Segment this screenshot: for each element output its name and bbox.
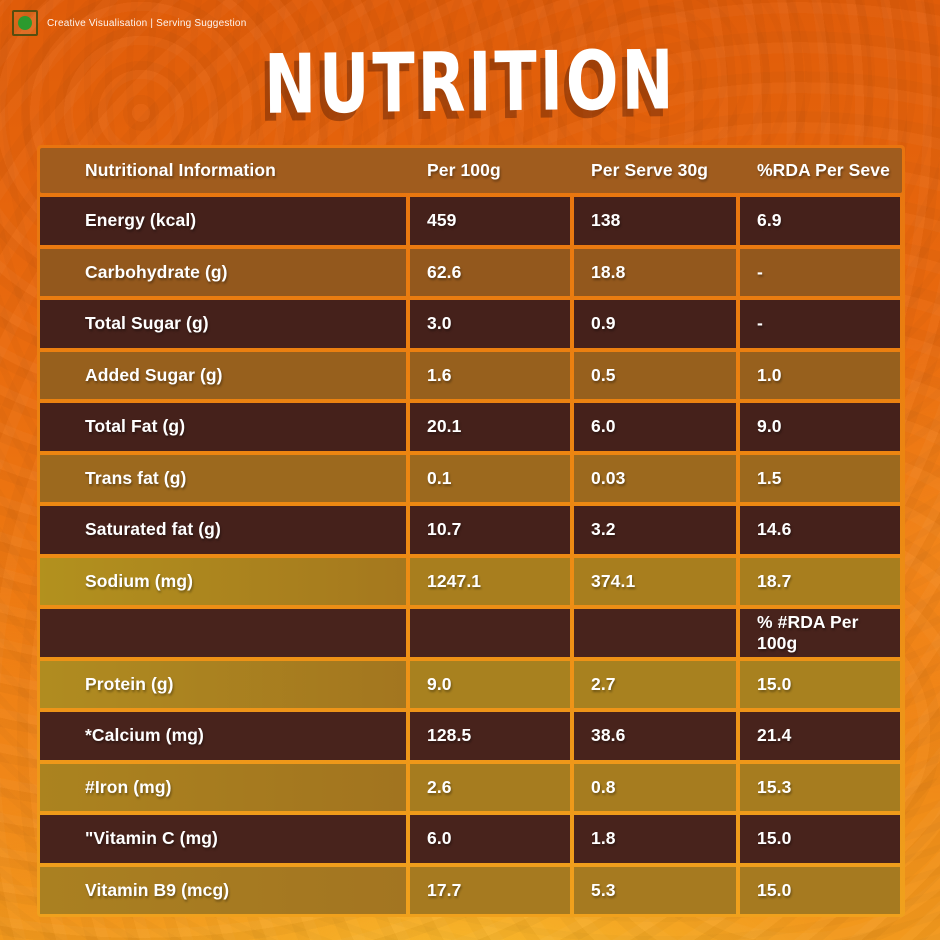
value-per-100g: 0.1 — [410, 454, 570, 502]
value-rda: 15.0 — [740, 815, 900, 863]
value-per-serve-30g: 138 — [574, 197, 736, 245]
table-row-saturated-fat: Saturated fat (g) 10.7 3.2 14.6 — [40, 506, 902, 554]
row-label: Sodium (mg) — [40, 557, 406, 605]
table-row-total-sugar: Total Sugar (g) 3.0 0.9 - — [40, 300, 902, 348]
credit-text: Creative Visualisation | Serving Suggest… — [47, 17, 247, 29]
row-label: Saturated fat (g) — [40, 506, 406, 554]
value-per-serve-30g: 18.8 — [574, 248, 736, 296]
value-rda: 9.0 — [740, 403, 900, 451]
row-label: Energy (kcal) — [40, 197, 406, 245]
value-rda: 15.0 — [740, 866, 900, 914]
table-row-iron: #Iron (mg) 2.6 0.8 15.3 — [40, 763, 902, 811]
header-per-100g: Per 100g — [427, 160, 501, 180]
row-label: Carbohydrate (g) — [40, 248, 406, 296]
row-label: Added Sugar (g) — [40, 351, 406, 399]
value-per-serve-30g: 5.3 — [574, 866, 736, 914]
row-label — [40, 609, 406, 657]
credit-note: Creative Visualisation | Serving Suggest… — [12, 10, 246, 36]
value-per-serve-30g: 1.8 — [574, 815, 736, 863]
value-per-100g: 6.0 — [410, 815, 570, 863]
value-rda: - — [740, 300, 900, 348]
row-label: "Vitamin C (mg) — [40, 815, 406, 863]
header-rda-per-serve: %RDA Per Seve — [757, 160, 890, 180]
value-per-100g: 10.7 — [410, 506, 570, 554]
table-row-added-sugar: Added Sugar (g) 1.6 0.5 1.0 — [40, 351, 902, 399]
row-label: #Iron (mg) — [40, 763, 406, 811]
table-row-vitamin-b9: Vitamin B9 (mcg) 17.7 5.3 15.0 — [40, 866, 902, 914]
row-label: Total Sugar (g) — [40, 300, 406, 348]
value-rda: 15.0 — [740, 660, 900, 708]
value-per-100g — [410, 609, 570, 657]
value-per-serve-30g — [574, 609, 736, 657]
table-row-sodium: Sodium (mg) 1247.1 374.1 18.7 — [40, 557, 902, 605]
value-rda: 21.4 — [740, 712, 900, 760]
value-per-100g: 1.6 — [410, 351, 570, 399]
value-per-serve-30g: 0.5 — [574, 351, 736, 399]
rda-per-100g-note: % #RDA Per 100g — [740, 609, 900, 657]
nutrition-table: Nutritional Information Per 100g Per Ser… — [37, 145, 905, 917]
row-label: Trans fat (g) — [40, 454, 406, 502]
table-row-vitamin-c: "Vitamin C (mg) 6.0 1.8 15.0 — [40, 815, 902, 863]
veg-dot-icon — [18, 16, 32, 30]
value-per-serve-30g: 38.6 — [574, 712, 736, 760]
value-rda: 1.0 — [740, 351, 900, 399]
header-per-serve-30g: Per Serve 30g — [591, 160, 709, 180]
row-label: *Calcium (mg) — [40, 712, 406, 760]
table-row-total-fat: Total Fat (g) 20.1 6.0 9.0 — [40, 403, 902, 451]
value-rda: - — [740, 248, 900, 296]
value-rda: 15.3 — [740, 763, 900, 811]
value-per-serve-30g: 2.7 — [574, 660, 736, 708]
table-row-rda-divider: % #RDA Per 100g — [40, 609, 902, 657]
value-per-100g: 459 — [410, 197, 570, 245]
table-row-trans-fat: Trans fat (g) 0.1 0.03 1.5 — [40, 454, 902, 502]
table-header-row: Nutritional Information Per 100g Per Ser… — [40, 148, 902, 193]
veg-mark-icon — [12, 10, 38, 36]
value-per-100g: 128.5 — [410, 712, 570, 760]
value-rda: 18.7 — [740, 557, 900, 605]
value-per-100g: 62.6 — [410, 248, 570, 296]
value-rda: 14.6 — [740, 506, 900, 554]
value-per-serve-30g: 0.03 — [574, 454, 736, 502]
value-per-100g: 3.0 — [410, 300, 570, 348]
table-row-calcium: *Calcium (mg) 128.5 38.6 21.4 — [40, 712, 902, 760]
value-per-100g: 2.6 — [410, 763, 570, 811]
value-per-100g: 20.1 — [410, 403, 570, 451]
table-body: Energy (kcal) 459 138 6.9 Carbohydrate (… — [40, 197, 902, 914]
row-label: Vitamin B9 (mcg) — [40, 866, 406, 914]
page-title: NUTRITION — [263, 31, 677, 133]
value-per-serve-30g: 0.8 — [574, 763, 736, 811]
value-per-100g: 9.0 — [410, 660, 570, 708]
value-per-serve-30g: 3.2 — [574, 506, 736, 554]
table-row-carbohydrate: Carbohydrate (g) 62.6 18.8 - — [40, 248, 902, 296]
value-per-serve-30g: 374.1 — [574, 557, 736, 605]
value-per-100g: 1247.1 — [410, 557, 570, 605]
row-label: Total Fat (g) — [40, 403, 406, 451]
value-rda: 6.9 — [740, 197, 900, 245]
table-row-protein: Protein (g) 9.0 2.7 15.0 — [40, 660, 902, 708]
row-label: Protein (g) — [40, 660, 406, 708]
table-row-energy: Energy (kcal) 459 138 6.9 — [40, 197, 902, 245]
value-rda: 1.5 — [740, 454, 900, 502]
value-per-100g: 17.7 — [410, 866, 570, 914]
header-nutritional-information: Nutritional Information — [85, 160, 276, 180]
value-per-serve-30g: 6.0 — [574, 403, 736, 451]
value-per-serve-30g: 0.9 — [574, 300, 736, 348]
